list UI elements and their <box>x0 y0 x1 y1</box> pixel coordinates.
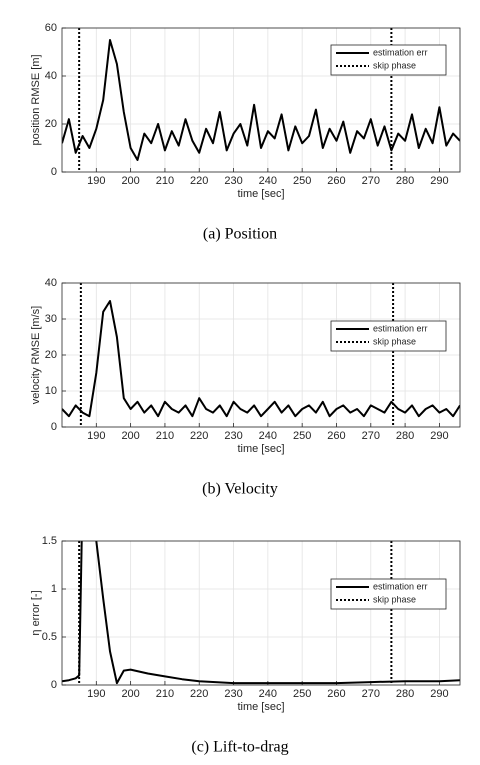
legend-box <box>330 320 447 352</box>
x-tick-label: 270 <box>362 175 380 187</box>
x-tick-label: 260 <box>327 175 345 187</box>
y-tick-label: 30 <box>45 313 57 325</box>
x-tick-label: 210 <box>156 688 174 700</box>
plot-frame <box>61 540 461 686</box>
plot-frame <box>61 282 461 428</box>
x-tick-label: 200 <box>121 430 139 442</box>
subplot: 0 0.5 1 1.5 190 200 210 220 230 240 250 260 270 280 29… <box>30 535 461 756</box>
x-axis-label: time [sec] <box>237 701 284 713</box>
x-tick-label: 250 <box>293 430 311 442</box>
y-tick-label: 0 <box>51 421 57 433</box>
x-tick-label: 250 <box>293 175 311 187</box>
legend-label: estimation err <box>373 47 428 57</box>
y-tick-label: 0.5 <box>42 631 57 643</box>
y-tick-label: 20 <box>45 118 57 130</box>
subplot: 0 10 20 30 40 190 200 210 220 230 240 250 260 270 280 2… <box>30 277 461 498</box>
legend-box <box>330 578 447 610</box>
x-tick-label: 200 <box>121 688 139 700</box>
legend-label: estimation err <box>373 581 428 591</box>
x-tick-label: 220 <box>190 688 208 700</box>
x-tick-label: 270 <box>362 688 380 700</box>
y-tick-label: 1.5 <box>42 535 57 547</box>
x-tick-label: 240 <box>259 430 277 442</box>
caption: (c) Lift-to-drag <box>191 739 288 756</box>
caption: (b) Velocity <box>202 481 278 498</box>
data-line <box>62 541 460 685</box>
x-axis-label: time [sec] <box>237 188 284 200</box>
data-line <box>62 39 460 161</box>
x-tick-label: 280 <box>396 430 414 442</box>
x-tick-label: 260 <box>327 430 345 442</box>
x-tick-label: 220 <box>190 175 208 187</box>
y-tick-label: 60 <box>45 22 57 34</box>
subplot: 0 20 40 60 190 200 210 220 230 240 250 260 270 280 290… <box>30 22 461 243</box>
plot-area <box>62 541 460 685</box>
x-tick-label: 260 <box>327 688 345 700</box>
y-tick-label: 1 <box>51 583 57 595</box>
x-tick-label: 230 <box>224 688 242 700</box>
legend-label: skip phase <box>373 336 416 346</box>
legend-label: estimation err <box>373 323 428 333</box>
y-axis-label: η error [-] <box>30 590 42 635</box>
x-tick-label: 200 <box>121 175 139 187</box>
x-tick-label: 190 <box>87 688 105 700</box>
x-tick-label: 290 <box>430 175 448 187</box>
y-axis-label: velocity RMSE [m/s] <box>30 306 42 404</box>
caption: (a) Position <box>203 226 277 243</box>
y-tick-label: 40 <box>45 70 57 82</box>
x-tick-label: 280 <box>396 688 414 700</box>
legend-box <box>330 44 447 76</box>
x-tick-label: 210 <box>156 430 174 442</box>
y-tick-label: 40 <box>45 277 57 289</box>
y-tick-label: 0 <box>51 166 57 178</box>
y-tick-label: 10 <box>45 385 57 397</box>
y-tick-label: 20 <box>45 349 57 361</box>
x-tick-label: 210 <box>156 175 174 187</box>
x-tick-label: 280 <box>396 175 414 187</box>
plot-frame <box>61 27 461 173</box>
legend-label: skip phase <box>373 60 416 70</box>
x-tick-label: 250 <box>293 688 311 700</box>
x-axis-label: time [sec] <box>237 443 284 455</box>
x-tick-label: 220 <box>190 430 208 442</box>
x-tick-label: 230 <box>224 175 242 187</box>
x-tick-label: 290 <box>430 430 448 442</box>
x-tick-label: 230 <box>224 430 242 442</box>
x-tick-label: 290 <box>430 688 448 700</box>
x-tick-label: 240 <box>259 688 277 700</box>
y-tick-label: 0 <box>51 679 57 691</box>
x-tick-label: 270 <box>362 430 380 442</box>
legend-label: skip phase <box>373 594 416 604</box>
x-tick-label: 240 <box>259 175 277 187</box>
y-axis-label: position RMSE [m] <box>30 54 42 145</box>
x-tick-label: 190 <box>87 430 105 442</box>
x-tick-label: 190 <box>87 175 105 187</box>
